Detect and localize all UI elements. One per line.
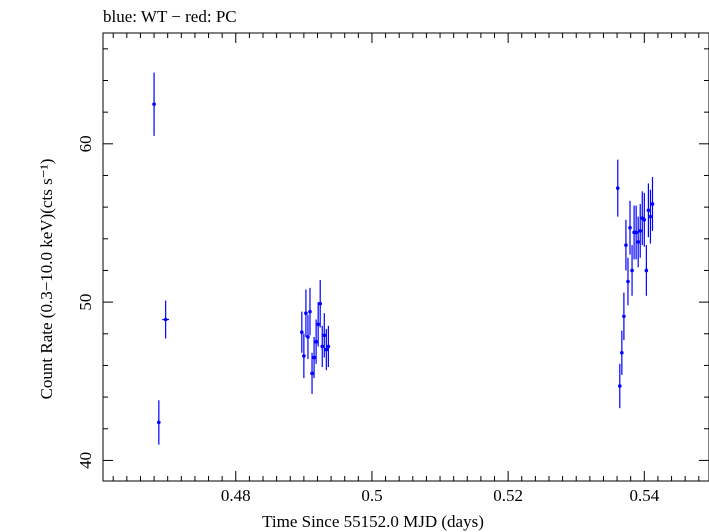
- y-tick-label: 40: [76, 452, 95, 469]
- point-marker: [324, 347, 329, 352]
- data-point: [648, 189, 653, 244]
- data-point: [636, 216, 640, 268]
- data-point: [326, 325, 331, 368]
- point-marker: [302, 354, 306, 358]
- point-marker: [310, 371, 314, 376]
- data-point: [634, 205, 638, 260]
- point-marker: [326, 344, 331, 349]
- data-point: [306, 314, 310, 360]
- x-axis-label: Time Since 55152.0 MJD (days): [262, 512, 484, 531]
- data-point: [320, 325, 325, 368]
- data-point: [324, 329, 329, 371]
- data-point: [308, 287, 312, 336]
- data-point: [618, 363, 622, 409]
- point-marker: [630, 268, 634, 273]
- point-marker: [624, 243, 628, 247]
- point-marker: [642, 217, 647, 222]
- data-point: [620, 330, 624, 375]
- point-marker: [163, 317, 168, 322]
- point-marker: [646, 208, 651, 213]
- data-point: [318, 279, 323, 328]
- point-marker: [638, 229, 643, 233]
- y-tick-label: 60: [76, 135, 95, 152]
- data-point: [162, 300, 170, 339]
- data-point: [644, 245, 649, 296]
- point-marker: [615, 186, 620, 190]
- point-marker: [618, 384, 622, 388]
- y-tick-label: 50: [76, 294, 95, 311]
- data-point: [622, 292, 626, 341]
- data-point: [615, 159, 620, 217]
- data-point: [316, 302, 320, 347]
- point-marker: [304, 311, 308, 315]
- y-axis-tick-labels: 40 50 60: [76, 135, 95, 469]
- point-marker: [322, 333, 327, 338]
- data-point: [650, 177, 655, 231]
- point-marker: [648, 214, 653, 219]
- data-point: [152, 72, 156, 136]
- point-marker: [634, 230, 638, 235]
- point-marker: [650, 202, 655, 206]
- data-point: [304, 289, 308, 337]
- data-point: [314, 319, 318, 364]
- point-marker: [622, 314, 626, 319]
- x-axis-ticks: [112, 33, 700, 481]
- point-marker: [314, 339, 318, 344]
- x-tick-label: 0.54: [629, 486, 659, 505]
- data-point: [310, 352, 314, 394]
- point-marker: [312, 355, 316, 360]
- data-point: [646, 183, 651, 238]
- point-marker: [316, 322, 320, 327]
- data-point: [638, 203, 643, 258]
- chart-title: blue: WT − red: PC: [103, 7, 237, 26]
- point-marker: [300, 330, 304, 334]
- point-marker: [626, 279, 630, 284]
- data-point: [624, 219, 628, 271]
- x-tick-label: 0.5: [361, 486, 382, 505]
- data-point: [300, 311, 304, 353]
- y-axis-label: Count Rate (0.3−10.0 keV)(cts s⁻¹): [37, 159, 56, 400]
- point-marker: [620, 350, 624, 355]
- point-marker: [157, 420, 161, 425]
- point-marker: [318, 301, 323, 306]
- x-tick-label: 0.52: [493, 486, 523, 505]
- point-marker: [628, 225, 632, 230]
- point-marker: [320, 344, 325, 349]
- point-marker: [636, 240, 640, 244]
- y-axis-ticks: [103, 48, 709, 461]
- plot-frame: [102, 32, 709, 482]
- data-point: [642, 192, 647, 247]
- data-point: [312, 336, 316, 379]
- point-marker: [308, 309, 312, 314]
- x-tick-label: 0.48: [221, 486, 251, 505]
- data-point: [626, 257, 630, 306]
- point-marker: [644, 268, 649, 273]
- point-marker: [306, 335, 310, 339]
- point-marker: [152, 102, 156, 107]
- data-point: [628, 200, 632, 255]
- data-point: [302, 333, 306, 379]
- data-point: [322, 313, 327, 358]
- data-point: [157, 400, 161, 445]
- data-point: [630, 245, 634, 296]
- data-points: [152, 72, 655, 445]
- x-axis-tick-labels: 0.48 0.5 0.52 0.54: [221, 486, 660, 505]
